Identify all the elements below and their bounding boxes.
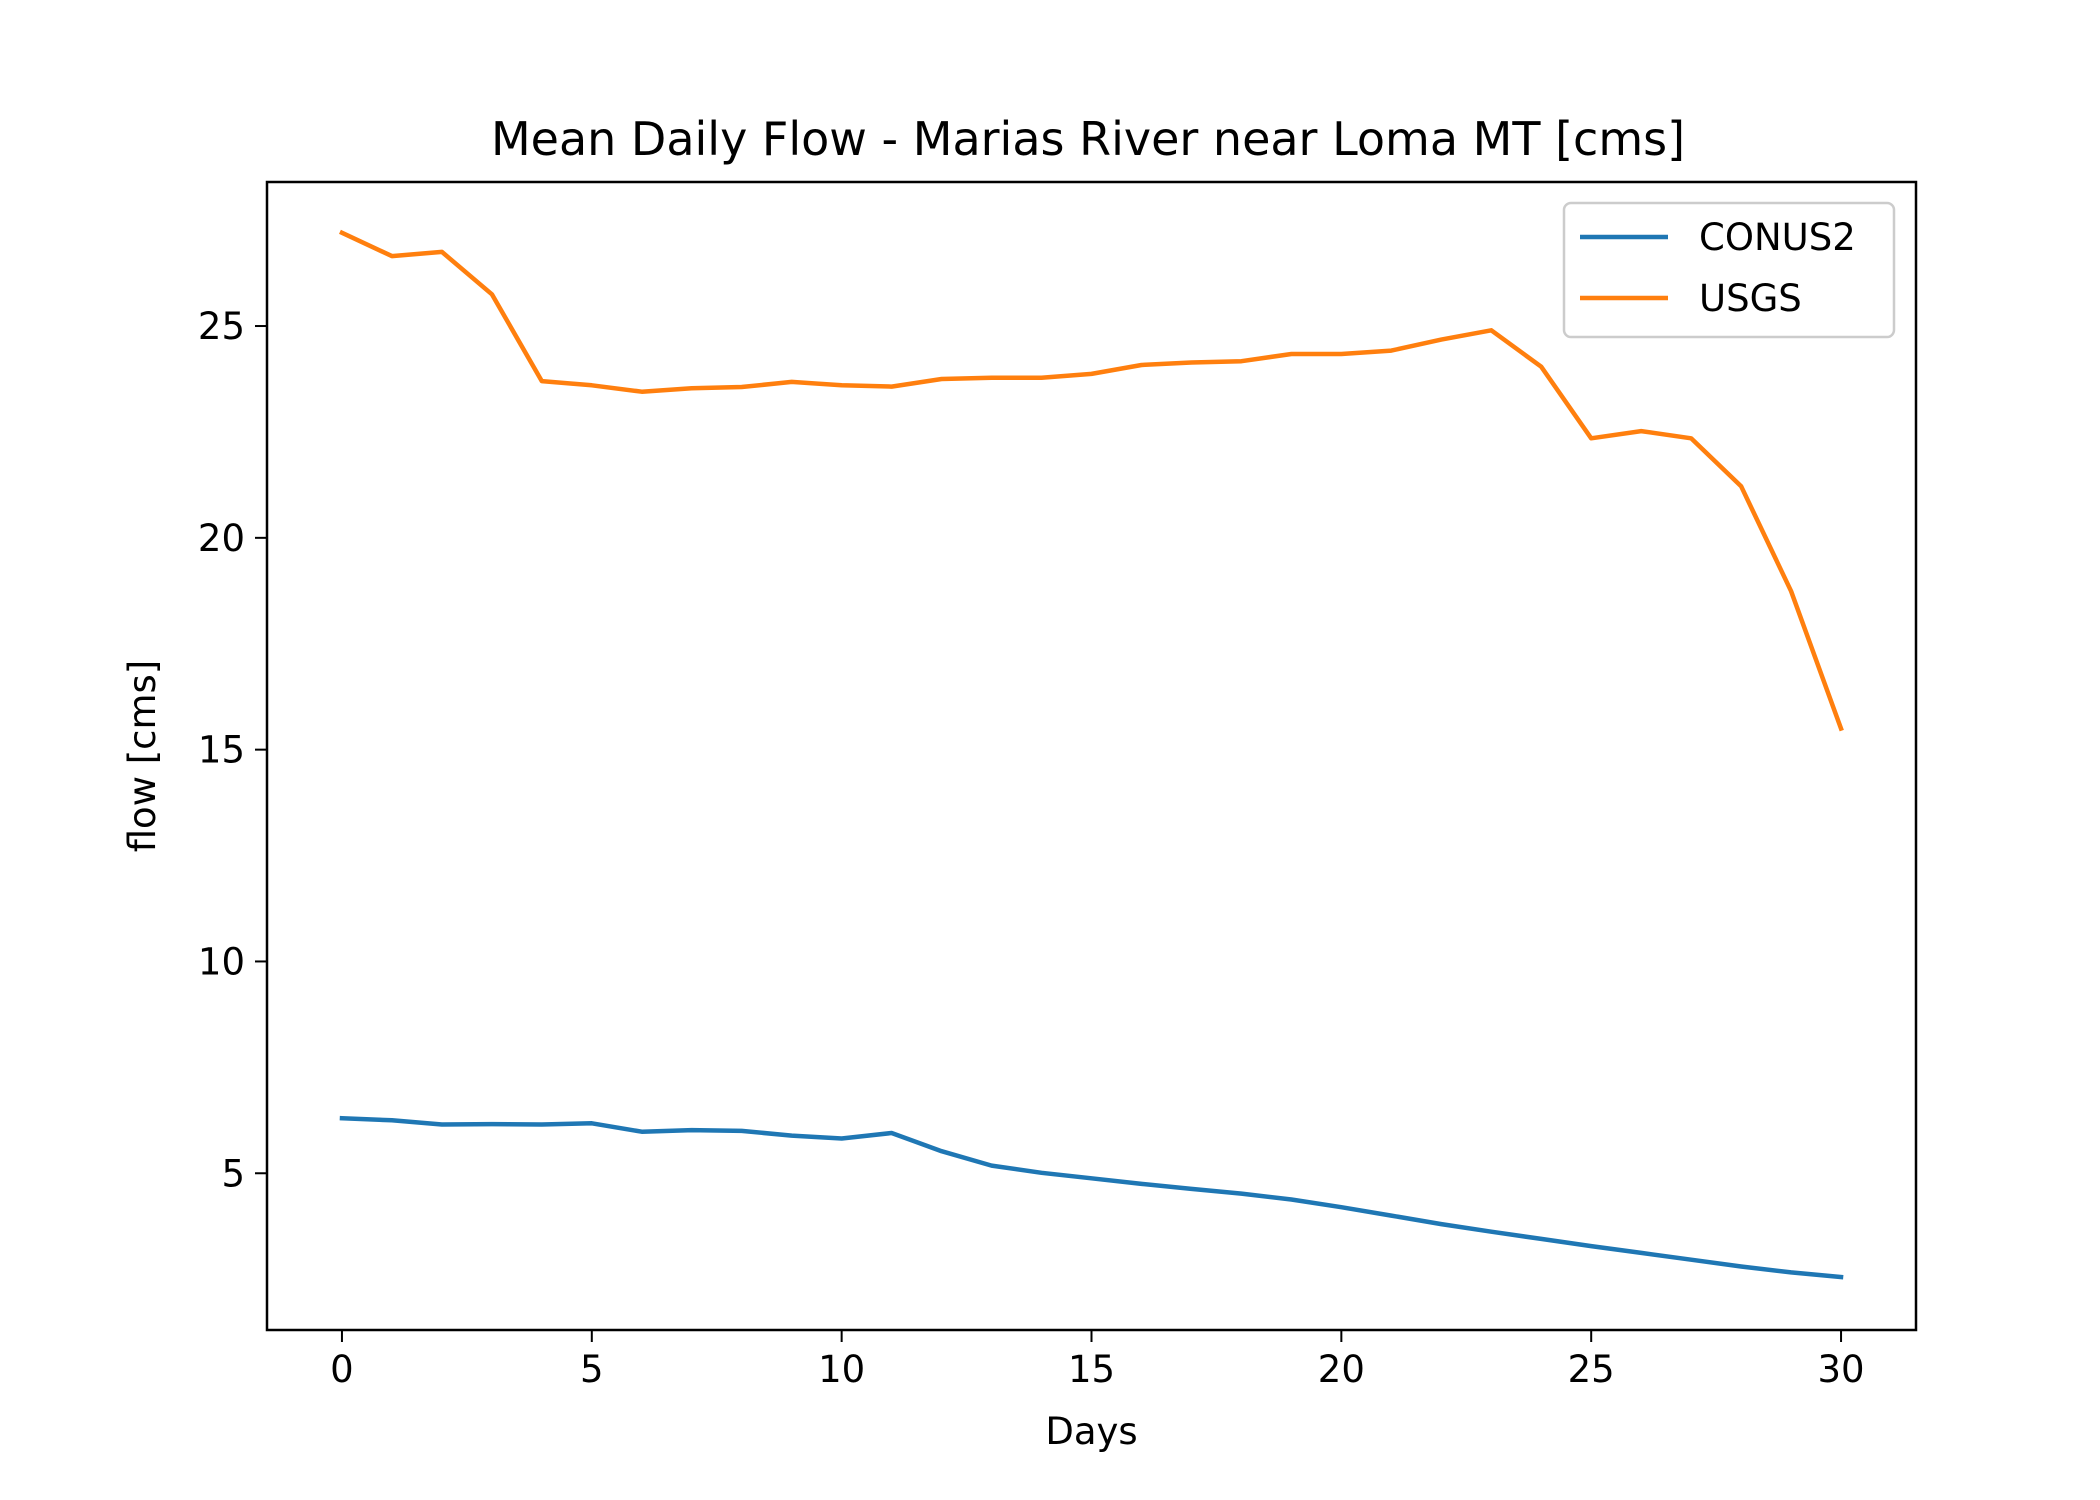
legend-label-conus2: CONUS2 xyxy=(1699,216,1856,259)
y-tick-label: 25 xyxy=(198,305,245,348)
y-tick-label: 20 xyxy=(198,517,245,560)
x-axis: 0 5 10 15 20 25 30 xyxy=(330,1330,1865,1391)
legend: CONUS2 USGS xyxy=(1562,201,1896,339)
x-axis-label: Days xyxy=(1045,1410,1137,1453)
series-layer xyxy=(339,229,1844,1280)
x-tick-label: 5 xyxy=(580,1348,604,1391)
y-axis-label: flow [cms] xyxy=(121,660,164,853)
x-tick-label: 30 xyxy=(1817,1348,1864,1391)
x-tick-label: 15 xyxy=(1068,1348,1115,1391)
y-tick-label: 5 xyxy=(221,1152,245,1195)
legend-label-usgs: USGS xyxy=(1699,277,1802,320)
y-tick-label: 10 xyxy=(198,940,245,983)
x-tick-label: 0 xyxy=(330,1348,354,1391)
y-tick-label: 15 xyxy=(198,729,245,772)
series-line-usgs xyxy=(339,229,1844,732)
chart-title: Mean Daily Flow - Marias River near Loma… xyxy=(491,112,1685,166)
series-line-conus2 xyxy=(339,1115,1844,1280)
y-axis: 5 10 15 20 25 xyxy=(198,305,267,1195)
x-tick-label: 25 xyxy=(1568,1348,1615,1391)
x-tick-label: 10 xyxy=(818,1348,865,1391)
x-tick-label: 20 xyxy=(1318,1348,1365,1391)
